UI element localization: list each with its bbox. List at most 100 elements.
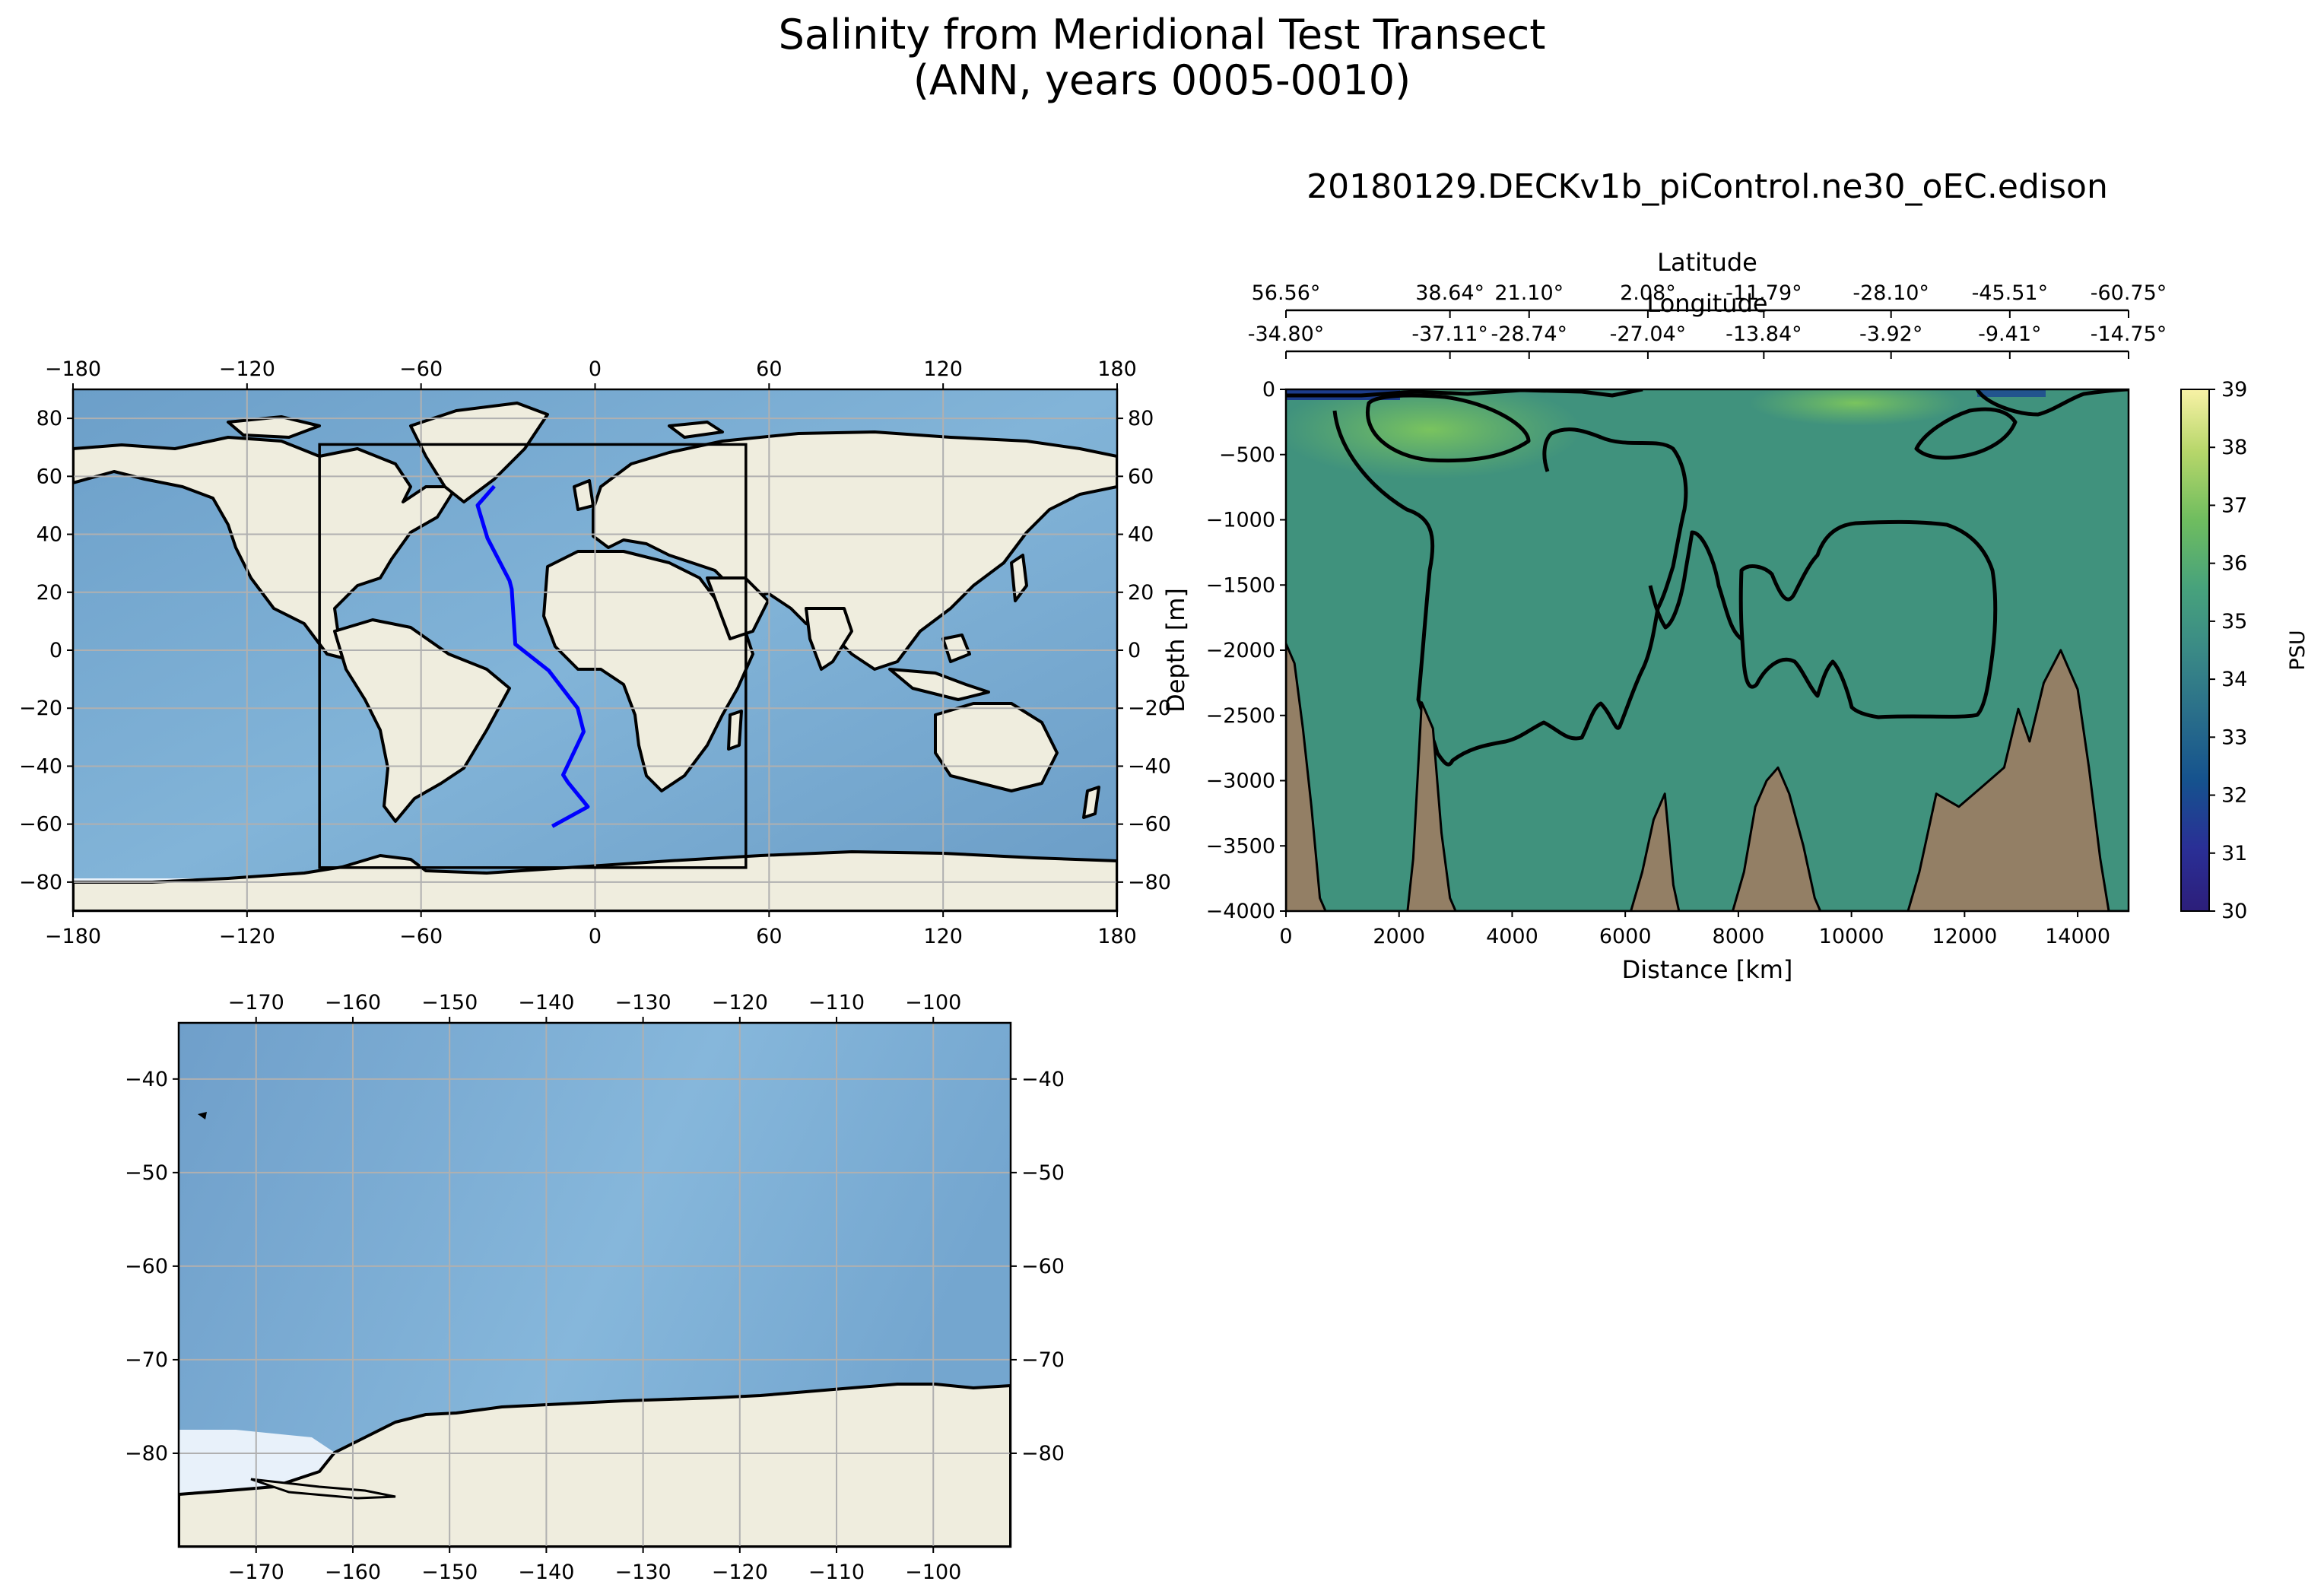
lon-tick-label: −180 — [45, 925, 101, 948]
lon-tick-label: −110 — [808, 991, 865, 1015]
map-gridlines — [179, 1023, 1011, 1547]
lat-tick-label: 80 — [1128, 407, 1154, 430]
lon-tick-label: 180 — [1097, 357, 1137, 381]
lon-tick-label: −60 — [399, 357, 443, 381]
eurasia — [592, 430, 1117, 671]
lon-tick-label: 60 — [756, 925, 782, 948]
colorbar-label: PSU — [2286, 630, 2310, 670]
lat-tick-label: 40 — [1128, 523, 1154, 547]
y-tick-label: −3500 — [1206, 834, 1275, 858]
lat-tick-label: −50 — [1021, 1161, 1065, 1185]
southern-ocean-map: −170 −170 −160 −160 −150 −150 −140 −140 −130 −130… — [125, 991, 1065, 1584]
salinity-contours — [1286, 389, 2129, 767]
colorbar-tick-label: 33 — [2221, 726, 2247, 749]
island — [198, 1112, 207, 1119]
lon-tick-label: −100 — [905, 1561, 961, 1584]
lon-tick-label: −120 — [712, 991, 768, 1015]
lon-tick-label: −60 — [399, 925, 443, 948]
figure-title-line1: Salinity from Meridional Test Transect — [778, 11, 1546, 59]
secondary-axes: Longitude -34.80° -37.11° -28.74° -27.04° -13… — [1248, 248, 2167, 359]
x-tick-label: 4000 — [1486, 925, 1538, 948]
x-tick-label: 8000 — [1713, 925, 1765, 948]
secondary-tick-label: 56.56° — [1252, 281, 1321, 305]
contour-35-upper — [1286, 389, 1643, 398]
secondary-tick-label: 38.64° — [1415, 281, 1484, 305]
southern-map-ticks: −170 −170 −160 −160 −150 −150 −140 −140 −130 −130… — [125, 991, 1065, 1584]
lon-tick-label: −170 — [228, 1561, 284, 1584]
secondary-axis-label: Latitude — [1657, 248, 1757, 277]
low-salinity-surface-south — [1977, 389, 2046, 397]
africa — [542, 550, 754, 792]
southern-map-frame — [177, 1021, 1012, 1548]
lat-tick-label: −40 — [125, 1068, 168, 1091]
contour-34-5-loop — [1738, 519, 1998, 719]
lat-tick-label: −60 — [1128, 813, 1171, 837]
salinity-transect-plot: 20180129.DECKv1b_piControl.ne30_oEC.edis… — [1161, 167, 2310, 984]
y-tick-label: 0 — [1262, 378, 1275, 402]
global-map: −180 −180 −120 −120 −60 −60 0 0 60 60 120 120 180 180… — [19, 357, 1171, 948]
region-box — [318, 443, 748, 869]
lon-tick-label: −140 — [518, 1561, 574, 1584]
secondary-tick-label: -14.75° — [2091, 322, 2167, 346]
lat-tick-label: −70 — [125, 1348, 168, 1372]
secondary-tick-label: -28.74° — [1491, 322, 1567, 346]
contour-35-south — [1975, 389, 2129, 417]
lon-tick-label: −160 — [325, 1561, 381, 1584]
y-tick-label: −3000 — [1206, 770, 1275, 793]
lon-tick-label: −120 — [219, 925, 275, 948]
lat-tick-label: 0 — [1128, 639, 1141, 662]
lat-tick-label: −20 — [19, 697, 62, 720]
lon-tick-label: 60 — [756, 357, 782, 381]
colorbar-tick-label: 37 — [2221, 494, 2247, 517]
lon-tick-label: 0 — [589, 357, 602, 381]
lon-tick-label: −150 — [421, 1561, 478, 1584]
x-tick-label: 12000 — [1932, 925, 1997, 948]
colorbar-tick-label: 35 — [2221, 610, 2247, 633]
secondary-axis-label: Longitude — [1646, 289, 1767, 318]
lat-tick-label: 0 — [49, 639, 62, 662]
colorbar: 30 31 32 33 34 35 36 37 38 39 PSU — [2180, 378, 2310, 923]
contour-35-cell — [1366, 393, 1531, 463]
colorbar-tick-label: 39 — [2221, 378, 2247, 402]
lat-tick-label: −50 — [125, 1161, 168, 1185]
australia — [934, 702, 1059, 792]
south-america — [333, 618, 511, 823]
y-tick-label: −2000 — [1206, 639, 1275, 662]
colorbar-tick-label: 31 — [2221, 842, 2247, 865]
lat-tick-label: −60 — [19, 813, 62, 837]
secondary-tick-label: 21.10° — [1494, 281, 1564, 305]
lat-tick-label: −60 — [1021, 1255, 1065, 1278]
greenland — [409, 402, 549, 503]
lat-tick-label: 20 — [37, 581, 62, 605]
x-tick-label: 14000 — [2045, 925, 2110, 948]
colorbar-tick-label: 34 — [2221, 668, 2247, 691]
transect-ticks: 0 2000 4000 6000 8000 10000 12000 14000 0 −500 −10… — [1206, 378, 2110, 948]
lat-tick-label: 60 — [37, 465, 62, 488]
lon-tick-label: −130 — [615, 991, 671, 1015]
ice-fragment — [250, 1478, 396, 1500]
lat-tick-label: −40 — [19, 754, 62, 778]
map-gridlines — [73, 389, 1117, 911]
lon-tick-label: −140 — [518, 991, 574, 1015]
lat-tick-label: −70 — [1021, 1348, 1065, 1372]
lon-tick-label: −150 — [421, 991, 478, 1015]
contour-35-mid — [1648, 530, 1743, 641]
colorbar-tick-label: 32 — [2221, 784, 2247, 808]
transect-title: 20180129.DECKv1b_piControl.ne30_oEC.edis… — [1306, 167, 2108, 206]
lat-tick-label: 80 — [37, 407, 62, 430]
lat-tick-label: 40 — [37, 523, 62, 547]
lon-tick-label: −110 — [808, 1561, 865, 1584]
lat-tick-label: −80 — [19, 871, 62, 894]
indonesia — [888, 668, 990, 701]
seafloor-bathymetry — [1286, 642, 2129, 911]
secondary-tick-label: 2.08° — [1620, 281, 1676, 305]
lat-tick-label: −80 — [1021, 1442, 1065, 1465]
secondary-tick-label: -60.75° — [2091, 281, 2167, 305]
y-axis-label: Depth [m] — [1161, 588, 1190, 713]
figure-title-line2: (ANN, years 0005-0010) — [913, 56, 1411, 104]
lat-tick-label: −80 — [1128, 871, 1171, 894]
lat-tick-label: −80 — [125, 1442, 168, 1465]
lon-tick-label: 120 — [923, 925, 963, 948]
lon-tick-label: −160 — [325, 991, 381, 1015]
